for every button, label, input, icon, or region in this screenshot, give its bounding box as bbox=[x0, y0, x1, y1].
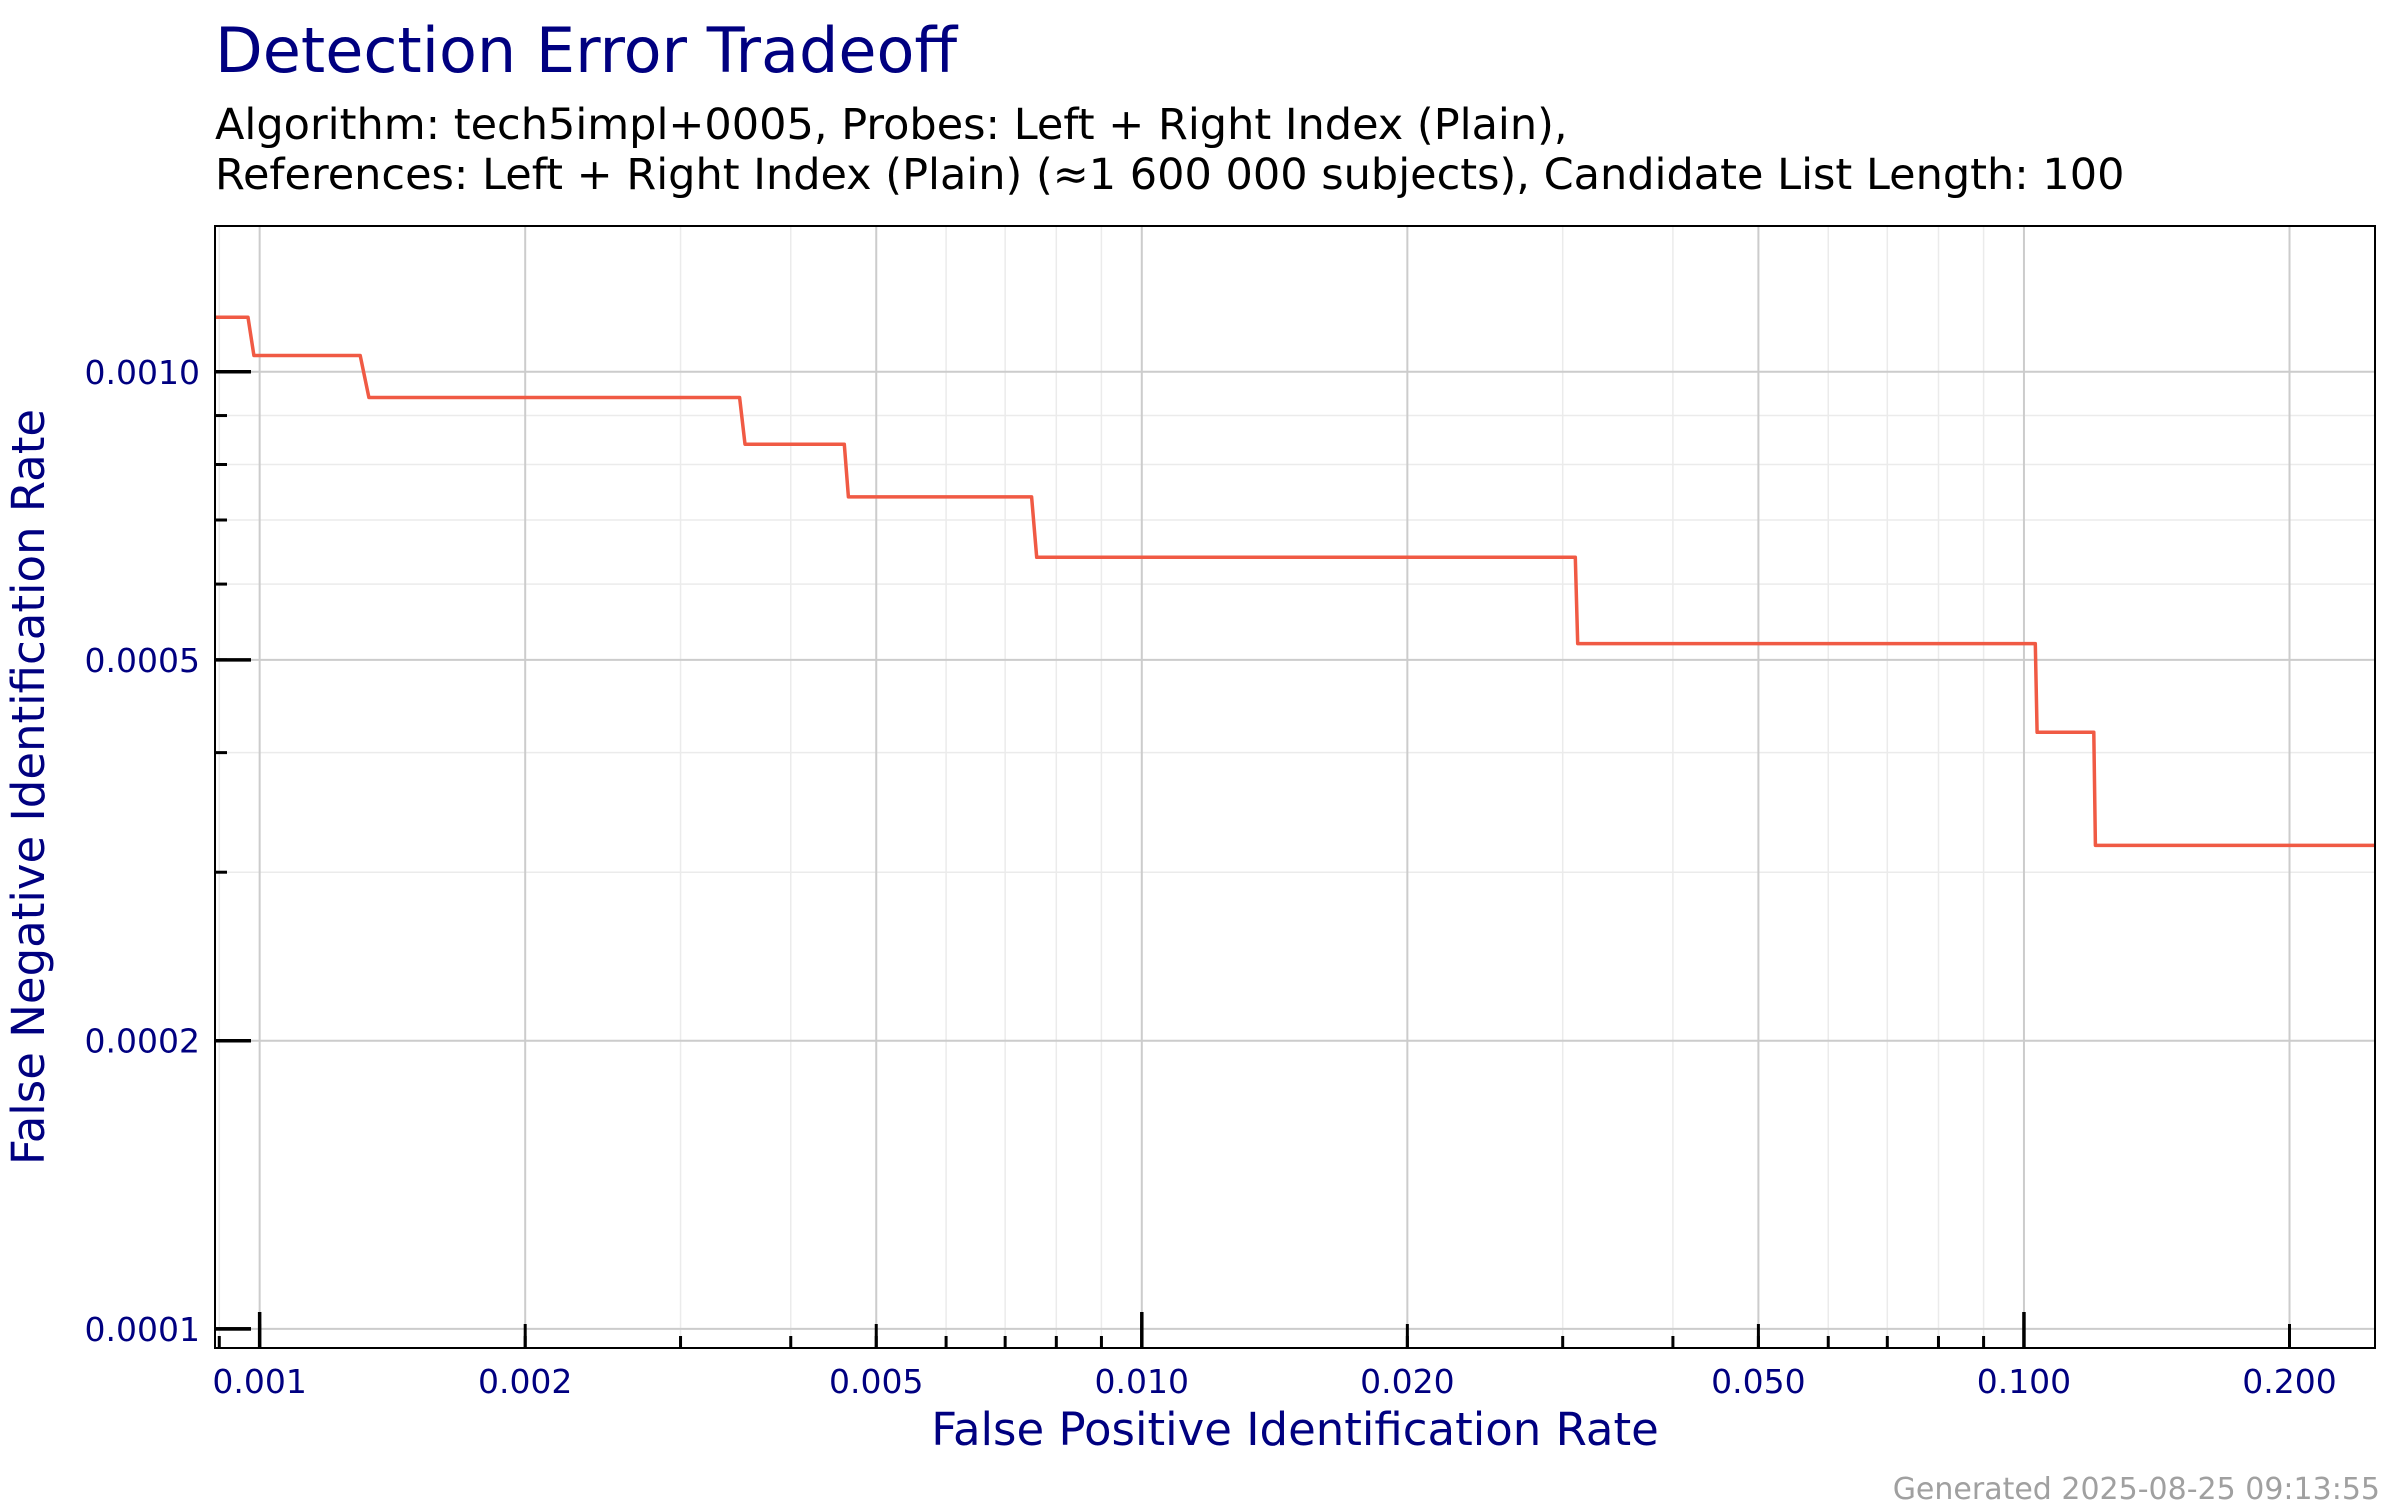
x-axis-label: False Positive Identification Rate bbox=[931, 1403, 1659, 1456]
plot-frame bbox=[214, 225, 2376, 1349]
x-tick-label: 0.002 bbox=[478, 1362, 572, 1401]
x-tick-labels: 0.001 0.002 0.005 0.010 0.020 0.050 0.100 0.200 bbox=[212, 1362, 2336, 1401]
x-tick-label: 0.005 bbox=[829, 1362, 923, 1401]
x-tick-label: 0.020 bbox=[1360, 1362, 1454, 1401]
x-tick-label: 0.050 bbox=[1711, 1362, 1805, 1401]
series-layer bbox=[215, 315, 2375, 848]
major-grid bbox=[215, 226, 2375, 1348]
y-axis-label: False Negative Identification Rate bbox=[2, 409, 55, 1165]
series-line bbox=[215, 315, 2375, 848]
axis-ticks bbox=[215, 370, 2292, 1348]
y-tick-label: 0.0010 bbox=[85, 353, 200, 392]
x-tick-label: 0.200 bbox=[2242, 1362, 2336, 1401]
minor-grid bbox=[215, 226, 2375, 1348]
y-tick-label: 0.0002 bbox=[85, 1022, 200, 1061]
generated-timestamp: Generated 2025-08-25 09:13:55 bbox=[1892, 1472, 2380, 1507]
chart-title: Detection Error Tradeoff bbox=[215, 14, 958, 87]
x-tick-label: 0.100 bbox=[1977, 1362, 2071, 1401]
x-tick-label: 0.001 bbox=[212, 1362, 306, 1401]
y-tick-label: 0.0001 bbox=[85, 1310, 200, 1349]
x-tick-label: 0.010 bbox=[1095, 1362, 1189, 1401]
chart-subtitle-line2: References: Left + Right Index (Plain) (… bbox=[215, 150, 2125, 200]
y-tick-label: 0.0005 bbox=[85, 641, 200, 680]
y-tick-labels: 0.0001 0.0002 0.0005 0.0010 bbox=[85, 353, 200, 1349]
chart-subtitle-line1: Algorithm: tech5impl+0005, Probes: Left … bbox=[215, 100, 1568, 150]
